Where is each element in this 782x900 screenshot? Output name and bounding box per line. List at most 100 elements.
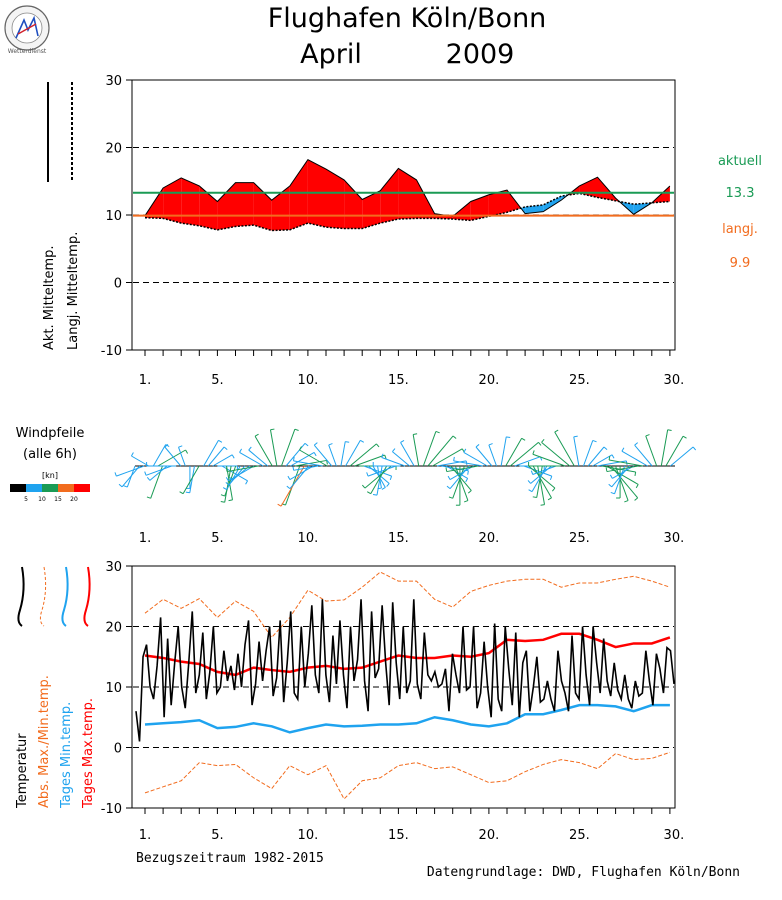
wind-arrow: [224, 465, 237, 497]
wind-barb: [475, 444, 480, 448]
wind-scale-swatch: [74, 484, 90, 492]
mean-temp-xtick-label: 30.: [664, 373, 685, 388]
deviation-area: [470, 194, 489, 221]
wind-barb: [532, 496, 537, 499]
wind-barb: [447, 475, 451, 480]
wind-barb: [366, 491, 371, 495]
wind-arrow: [583, 440, 594, 467]
wind-xtick-label: 10.: [298, 531, 319, 546]
wind-barb: [488, 443, 493, 446]
wind-barb: [313, 442, 318, 446]
wind-arrow: [254, 435, 273, 467]
wind-xtick-label: 15.: [388, 531, 409, 546]
wind-arrow: [412, 434, 420, 467]
deviation-area: [344, 179, 363, 229]
wind-arrow: [500, 436, 507, 467]
wind-arrow: [178, 447, 186, 467]
wind-barb: [465, 478, 469, 483]
wind-arrow: [381, 457, 406, 467]
wind-arrow: [145, 465, 172, 476]
wind-barb: [299, 446, 302, 451]
wind-title: Windpfeile: [16, 426, 85, 441]
wind-barb: [389, 475, 393, 481]
temp-xtick-label: 30.: [664, 828, 685, 843]
deviation-area: [525, 204, 544, 214]
wind-scale-swatch: [42, 484, 58, 492]
wind-barb: [634, 497, 638, 501]
legend-min-label: Tages Min.temp.: [59, 702, 74, 809]
temp-ytick-label: -10: [101, 802, 122, 817]
deviation-area: [579, 177, 598, 198]
mean-temp-xtick-label: 15.: [388, 373, 409, 388]
wind-barb: [225, 467, 228, 472]
wind-barb: [608, 456, 611, 461]
wind-arrow: [207, 446, 225, 467]
wind-barb: [245, 480, 249, 485]
wind-arrow: [289, 465, 310, 489]
legend-abs-swatch: [39, 566, 47, 627]
mean-temp-ytick-label: 10: [105, 209, 122, 224]
wind-arrow: [116, 465, 145, 477]
wind-barb: [435, 430, 440, 434]
longterm-mean-line: [144, 192, 670, 232]
wind-barb: [609, 474, 613, 479]
deviation-area: [253, 182, 272, 231]
current-value: 13.3: [726, 186, 755, 201]
daily-min-line: [144, 703, 670, 734]
wind-arrow: [189, 465, 195, 493]
wind-arrow: [392, 451, 410, 467]
mean-temp-xtick-label: 10.: [298, 373, 319, 388]
wind-barb: [635, 484, 639, 489]
wind-barb: [446, 485, 451, 490]
wind-arrows: [114, 428, 697, 507]
temperature-panel: -10 0 10 20 30 1. 5. 10. 15. 20. 25. 30. Temperatu…: [15, 560, 740, 880]
temp-ytick-label: 0: [114, 742, 122, 757]
wind-barb: [328, 443, 333, 446]
abs-max-line: [144, 571, 671, 639]
wind-barb: [467, 470, 469, 475]
mean-temp-fill: [145, 159, 670, 231]
wind-arrow: [212, 454, 233, 467]
current-label: aktuell: [718, 154, 762, 169]
wind-arrow: [554, 431, 575, 467]
dwd-logo: Wetterdienst: [4, 5, 50, 55]
legend-abs-label: Abs. Max./Min.temp.: [37, 675, 52, 808]
wind-arrow: [182, 465, 200, 494]
wind-arrow: [293, 465, 319, 471]
wind-barb: [413, 433, 418, 435]
wind-arrow: [670, 446, 694, 467]
wind-arrow: [606, 465, 639, 473]
wind-arrow: [452, 465, 465, 499]
mean-temp-panel: -10 0 10 20 30 1. 5. 10. 15. 20. 25. 30. Akt. Mitt…: [42, 74, 762, 388]
mean-temp-xtick-label: 20.: [479, 373, 500, 388]
wind-barb: [547, 497, 552, 501]
mean-temp-xtick-label: 1.: [139, 373, 151, 388]
mean-temp-xtick-label: 5.: [211, 373, 223, 388]
wind-xtick-label: 30.: [664, 531, 685, 546]
wind-arrow: [621, 450, 648, 467]
wind-arrow: [164, 446, 182, 467]
wind-scale-tick: 15: [54, 496, 62, 503]
wind-barb: [231, 454, 235, 459]
mean-temp-ytick-label: 20: [105, 142, 122, 157]
deviation-area: [199, 185, 218, 230]
wind-arrow: [445, 465, 468, 479]
legend-max-label: Tages Max.temp.: [81, 698, 96, 809]
wind-barb: [540, 504, 545, 506]
wind-barb: [270, 428, 275, 431]
wind-barb: [645, 434, 650, 437]
wind-arrow: [665, 435, 684, 467]
wind-arrow: [131, 455, 149, 467]
wind-barb: [361, 484, 366, 489]
wind-arrow: [226, 465, 259, 473]
wind-arrow: [514, 456, 541, 467]
wind-arrow: [441, 465, 469, 472]
longterm-value: 9.9: [730, 256, 751, 271]
wind-arrow: [363, 465, 392, 477]
wind-barb: [179, 491, 184, 495]
mean-temp-yticks: -10 0 10 20 30: [101, 74, 132, 359]
wind-barb: [220, 501, 225, 503]
temp-xtick-label: 25.: [569, 828, 590, 843]
wind-barb: [634, 471, 637, 476]
wind-barb: [225, 477, 229, 482]
